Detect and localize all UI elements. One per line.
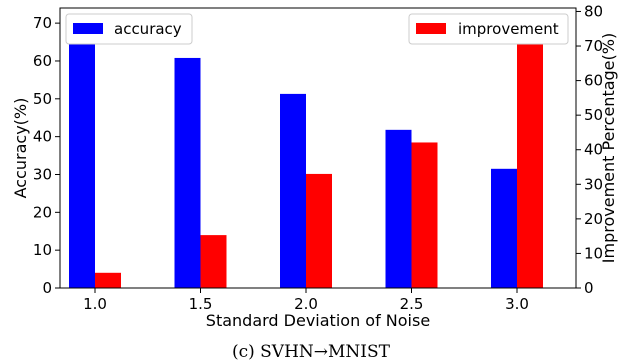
y-tick-label: 20: [33, 203, 52, 221]
y2-tick-label: 20: [584, 210, 603, 228]
y-tick-label: 10: [33, 241, 52, 259]
bar-improvement-1.0: [95, 272, 121, 288]
y-tick-label: 60: [33, 52, 52, 70]
x-tick-label: 2.5: [400, 295, 424, 313]
bar-improvement-2.0: [306, 173, 332, 288]
x-tick-label: 1.0: [83, 295, 107, 313]
x-tick-label: 1.5: [189, 295, 213, 313]
x-axis: 1.0 1.5 2.0 2.5 3.0: [83, 288, 529, 313]
y2-tick-label: 40: [584, 141, 603, 159]
legend-left: accuracy: [65, 13, 193, 45]
y-axis-title: Accuracy(%): [11, 98, 30, 199]
y-tick-label: 50: [33, 90, 52, 108]
legend-swatch-accuracy: [73, 23, 103, 34]
y2-tick-label: 70: [584, 37, 603, 55]
legend-label-improvement: improvement: [458, 20, 559, 38]
y-axis-left: 0 10 20 30 40 50 60 70: [33, 14, 60, 297]
y2-tick-label: 0: [584, 279, 594, 297]
y2-tick-label: 10: [584, 244, 603, 262]
x-tick-label: 3.0: [505, 295, 529, 313]
bar-accuracy-1.5: [174, 57, 201, 288]
legend-left-box: [65, 13, 193, 45]
bar-improvement-2.5: [411, 142, 438, 288]
y-tick-label: 40: [33, 128, 52, 146]
y-tick-label: 30: [33, 165, 52, 183]
x-axis-title: Standard Deviation of Noise: [206, 311, 430, 330]
bar-accuracy-3.0: [491, 168, 517, 288]
y-axis-right: 0 10 20 30 40 50 60 70 80: [576, 2, 603, 297]
legend-right: improvement: [408, 13, 569, 45]
bar-accuracy-2.5: [385, 129, 412, 288]
y2-axis-title: Improvement Percentage(%): [599, 33, 618, 263]
y-tick-label: 0: [42, 279, 52, 297]
legend-swatch-improvement: [416, 23, 446, 34]
plot-frame: [59, 7, 577, 289]
bar-accuracy-1.0: [69, 17, 95, 288]
figure-caption: (c) SVHN→MNIST: [232, 342, 391, 362]
legend-label-accuracy: accuracy: [114, 20, 182, 38]
y-tick-label: 70: [33, 14, 52, 32]
bar-accuracy-2.0: [280, 93, 306, 288]
legend-right-box: [408, 13, 569, 45]
y2-tick-label: 30: [584, 175, 603, 193]
y2-tick-label: 50: [584, 106, 603, 124]
x-tick-label: 2.0: [294, 295, 318, 313]
y2-tick-label: 80: [584, 2, 603, 20]
y2-tick-label: 60: [584, 72, 603, 90]
bars-group: [69, 16, 543, 289]
bar-improvement-1.5: [200, 235, 227, 288]
bar-improvement-3.0: [517, 16, 543, 289]
